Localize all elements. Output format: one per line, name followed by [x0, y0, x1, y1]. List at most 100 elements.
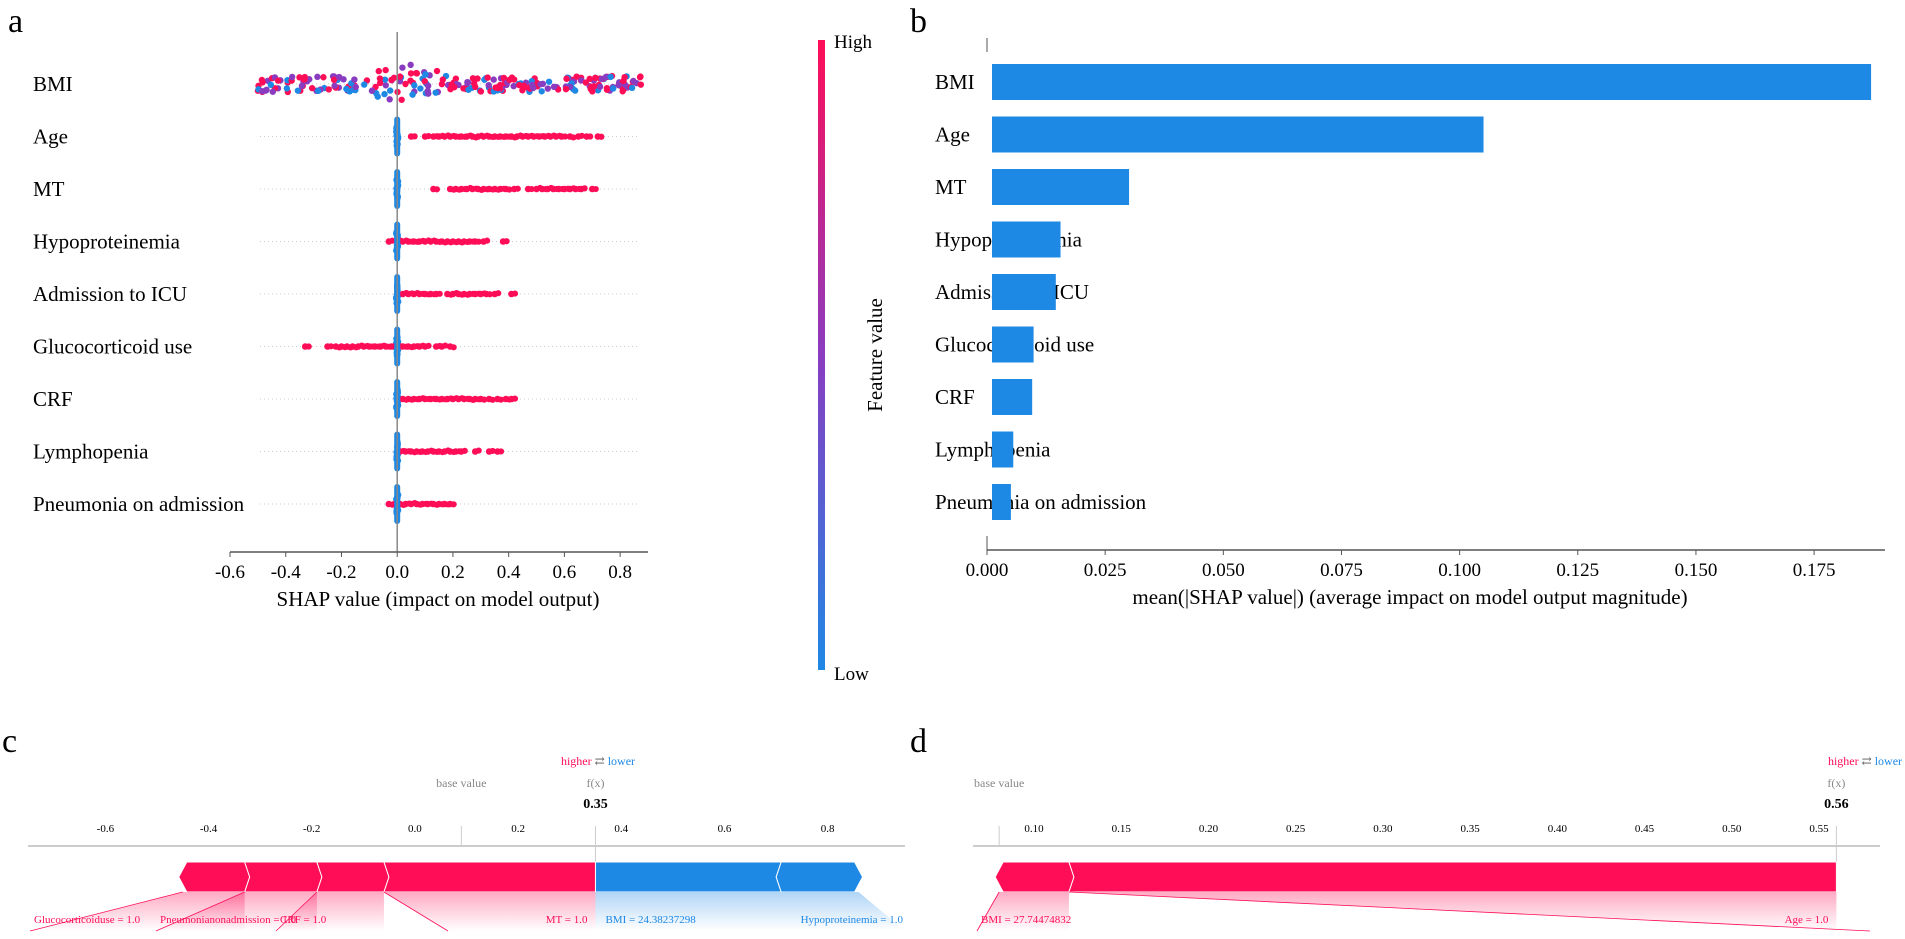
a-point — [464, 79, 472, 86]
force-positive-segment — [1068, 861, 1837, 893]
force-tick-label: 0.4 — [614, 823, 628, 835]
a-point — [269, 88, 276, 95]
a-point — [448, 81, 455, 88]
force-positive-label: Age = 1.0 — [1785, 914, 1829, 926]
force-negative-label: BMI = 24.38237298 — [605, 914, 696, 926]
force-positive-segment — [178, 861, 251, 893]
a-point — [399, 64, 406, 71]
a-tick-label: 0.2 — [441, 562, 465, 583]
force-tick-label: 0.45 — [1635, 823, 1655, 835]
a-point — [325, 86, 332, 93]
a-point — [452, 75, 460, 82]
force-base-value-label: base value — [974, 776, 1024, 790]
force-tick-label: 0.2 — [511, 823, 525, 835]
force-label-fade — [595, 892, 782, 931]
a-point — [562, 85, 570, 93]
a-point — [511, 290, 519, 297]
force-legend: higher ⇄ lower — [561, 754, 635, 768]
a-point — [421, 78, 428, 85]
force-label-leader — [1068, 891, 1871, 932]
a-point — [411, 82, 418, 89]
a-point — [382, 82, 389, 89]
a-point — [485, 81, 492, 89]
force-label-leader — [275, 891, 318, 932]
force-legend: higher ⇄ lower — [1828, 754, 1902, 768]
a-point — [588, 83, 595, 91]
a-point — [570, 134, 577, 141]
a-point — [538, 88, 545, 95]
a-point — [422, 71, 429, 78]
force-label-leader — [383, 891, 449, 932]
a-point — [506, 76, 513, 84]
a-point — [436, 290, 443, 297]
force-tick-label: 0.10 — [1024, 823, 1044, 835]
a-feature-label: Pneumonia on admission — [33, 492, 245, 516]
a-tick-label: 0.8 — [608, 562, 632, 583]
a-feature-label: Admission to ICU — [33, 282, 187, 306]
force-positive-label: BMI = 27.74474832 — [981, 914, 1071, 926]
a-point — [442, 342, 449, 349]
force-fx-label: f(x) — [586, 776, 604, 790]
a-feature-label: Hypoproteinemia — [33, 230, 181, 254]
a-colorbar — [818, 40, 825, 670]
b-bar — [992, 431, 1014, 468]
b-feature-label: Age — [935, 123, 970, 147]
a-point — [581, 185, 588, 192]
b-bar — [992, 484, 1011, 520]
a-colorbar-title: Feature value — [863, 298, 887, 412]
a-point — [283, 85, 291, 92]
force-tick-label: -0.6 — [97, 823, 115, 835]
a-point — [352, 83, 359, 91]
force-tick-label: 0.55 — [1809, 823, 1829, 835]
a-point — [407, 61, 414, 69]
a-point — [331, 82, 338, 89]
a-point — [483, 237, 491, 244]
a-tick-label: -0.2 — [326, 562, 356, 583]
panel-label-d: d — [910, 723, 927, 760]
force-tick-label: 0.30 — [1373, 823, 1393, 835]
force-tick-label: -0.4 — [200, 823, 218, 835]
b-bars — [992, 64, 1872, 520]
a-point — [424, 87, 431, 95]
a-point — [578, 132, 585, 139]
force-negative-segment — [594, 861, 782, 893]
force-tick-label: 0.6 — [718, 823, 732, 835]
a-point — [375, 67, 382, 75]
a-point — [396, 73, 404, 80]
b-x-axis-label: mean(|SHAP value|) (average impact on mo… — [1132, 585, 1687, 609]
a-point — [503, 238, 510, 245]
a-point — [520, 82, 528, 89]
a-point — [327, 343, 335, 350]
a-point — [637, 73, 644, 80]
a-point — [495, 290, 502, 297]
a-point — [511, 395, 519, 402]
a-point — [461, 447, 468, 454]
a-point — [376, 75, 384, 82]
a-point — [438, 80, 446, 88]
a-point — [413, 69, 420, 77]
b-feature-label: CRF — [935, 385, 975, 409]
a-point — [582, 79, 590, 86]
panel-label-a: a — [8, 3, 23, 40]
a-tick-label: 0.0 — [385, 562, 409, 583]
a-point — [475, 238, 482, 245]
a-point — [537, 81, 544, 88]
a-point — [477, 88, 485, 95]
a-point — [450, 344, 457, 351]
b-x-ticks: 0.000 0.025 0.050 0.075 0.100 0.125 0.150 0.175 — [966, 550, 1835, 581]
a-point — [381, 90, 388, 98]
force-tick-label: 0.50 — [1722, 823, 1742, 835]
force-tick-label: 0.0 — [408, 823, 422, 835]
a-point — [368, 87, 376, 94]
a-point — [481, 396, 488, 403]
panel-label-b: b — [910, 3, 927, 40]
a-point — [402, 80, 409, 88]
a-point — [587, 133, 594, 140]
force-positive-label: Glucocorticoiduse = 1.0 — [34, 914, 141, 926]
a-point — [259, 79, 266, 86]
force-negative-segment — [775, 861, 864, 893]
a-tick-label: -0.4 — [271, 562, 302, 583]
a-point — [500, 74, 508, 82]
